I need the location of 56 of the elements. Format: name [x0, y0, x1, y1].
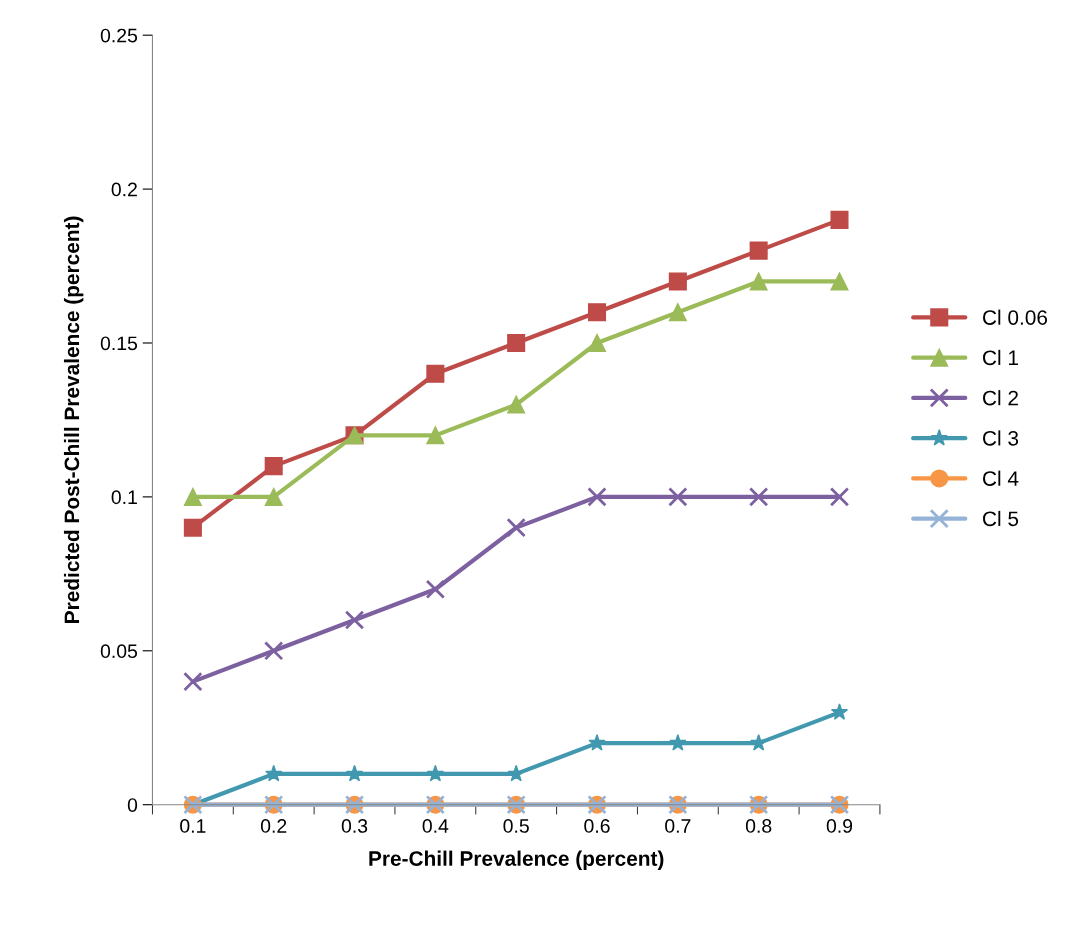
point — [587, 487, 607, 507]
point — [669, 734, 687, 751]
point — [748, 487, 769, 507]
point — [506, 517, 526, 538]
point — [345, 764, 364, 782]
point — [830, 272, 849, 291]
y-tick-label: 0.25 — [100, 28, 138, 43]
legend-label: Cl 4 — [983, 470, 1019, 486]
point — [183, 671, 203, 692]
point — [668, 487, 688, 507]
point — [749, 272, 768, 291]
point — [183, 518, 202, 537]
y-tick-label: 0.2 — [111, 182, 137, 197]
point — [507, 395, 526, 414]
point — [668, 303, 687, 322]
point — [426, 426, 445, 445]
point — [265, 764, 283, 782]
y-tick-label: 0 — [127, 798, 138, 812]
point — [587, 303, 607, 322]
legend-label: Cl 3 — [983, 430, 1019, 446]
x-axis-title: Pre-Chill Prevalence (percent) — [369, 850, 664, 871]
y-tick-label: 0.1 — [111, 490, 137, 505]
point — [183, 487, 202, 506]
point — [830, 210, 849, 229]
point — [264, 457, 283, 476]
legend-label: Cl 1 — [983, 349, 1018, 366]
point — [263, 641, 284, 661]
point — [426, 764, 444, 782]
legend-label: Cl 5 — [983, 510, 1019, 527]
y-axis-title: Predicted Post-Chill Prevalence (percent) — [63, 216, 84, 623]
point — [507, 764, 525, 782]
x-tick-label: 0.7 — [665, 819, 691, 833]
point — [668, 272, 687, 291]
point — [749, 241, 768, 260]
point — [588, 734, 606, 751]
legend-label: Cl 0.06 — [983, 309, 1048, 325]
point — [830, 703, 849, 720]
point — [587, 333, 607, 353]
x-tick-label: 0.5 — [503, 819, 529, 833]
x-tick-label: 0.4 — [422, 819, 449, 833]
point — [426, 364, 445, 383]
point — [264, 487, 283, 506]
x-tick-label: 0.2 — [260, 819, 287, 833]
point — [344, 610, 365, 630]
x-tick-label: 0.8 — [745, 819, 772, 833]
y-tick-label: 0.15 — [100, 336, 138, 351]
legend-label: Cl 2 — [983, 390, 1018, 406]
x-tick-label: 0.6 — [584, 819, 610, 833]
point — [829, 487, 850, 507]
x-tick-label: 0.3 — [341, 819, 368, 833]
point — [425, 579, 446, 599]
x-tick-label: 0.9 — [826, 819, 853, 833]
y-tick-label: 0.05 — [100, 644, 138, 659]
point — [750, 734, 768, 751]
point — [507, 333, 526, 353]
x-tick-label: 0.1 — [180, 819, 206, 833]
